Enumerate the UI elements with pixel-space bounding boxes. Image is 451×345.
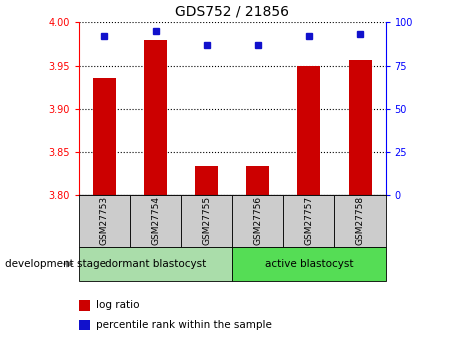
Text: development stage: development stage <box>5 259 106 269</box>
Bar <box>130 195 181 247</box>
Text: dormant blastocyst: dormant blastocyst <box>105 259 206 269</box>
Bar <box>335 195 386 247</box>
Bar <box>79 195 130 247</box>
Text: GSM27758: GSM27758 <box>355 196 364 245</box>
Text: log ratio: log ratio <box>96 300 139 310</box>
Bar <box>232 247 386 281</box>
Bar <box>297 66 320 195</box>
Bar <box>79 247 232 281</box>
Text: GSM27754: GSM27754 <box>151 196 160 245</box>
Bar <box>349 60 372 195</box>
Text: GSM27757: GSM27757 <box>304 196 313 245</box>
Text: GSM27756: GSM27756 <box>253 196 262 245</box>
Text: active blastocyst: active blastocyst <box>265 259 353 269</box>
Title: GDS752 / 21856: GDS752 / 21856 <box>175 4 289 19</box>
Bar <box>181 195 232 247</box>
Bar <box>246 166 269 195</box>
Bar <box>93 79 116 195</box>
Bar <box>195 166 218 195</box>
Text: GSM27753: GSM27753 <box>100 196 109 245</box>
Text: GSM27755: GSM27755 <box>202 196 211 245</box>
Bar <box>232 195 283 247</box>
Bar <box>283 195 335 247</box>
Bar <box>144 40 167 195</box>
Text: percentile rank within the sample: percentile rank within the sample <box>96 320 272 330</box>
